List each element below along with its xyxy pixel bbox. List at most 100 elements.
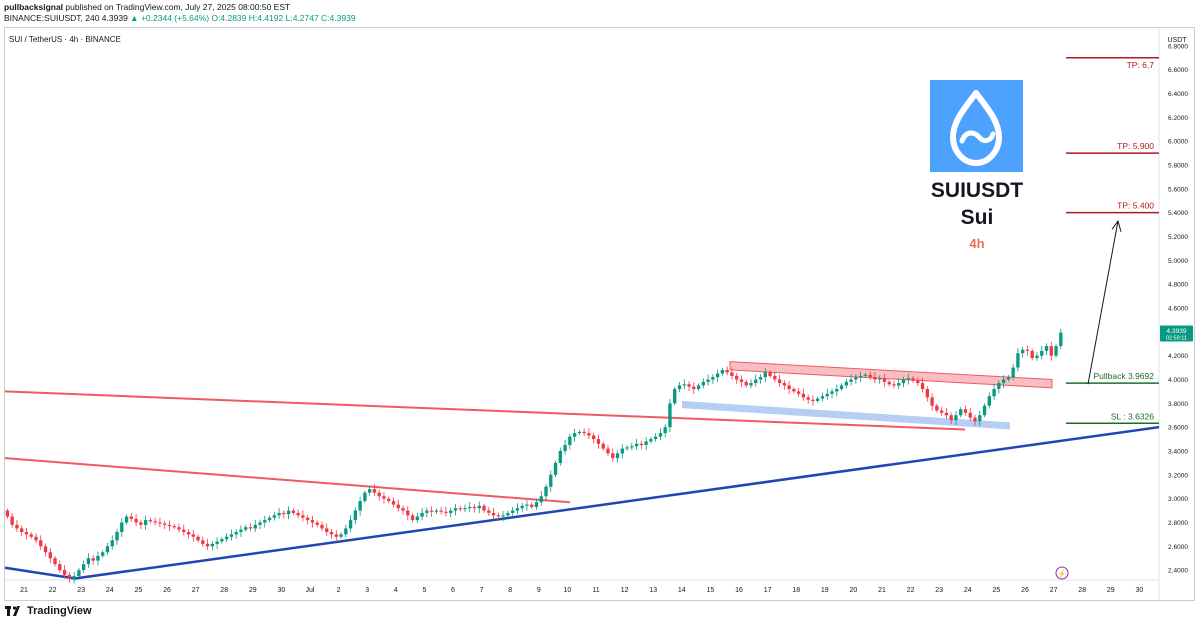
candle-body [296, 512, 300, 516]
candle-body [572, 433, 577, 437]
candle-body [415, 516, 419, 521]
projection-arrowhead [1111, 219, 1122, 232]
x-tick-label: 21 [878, 587, 886, 594]
candle-body [992, 389, 996, 397]
candle-body [329, 532, 334, 535]
candle-body [387, 498, 391, 502]
x-tick-label: 22 [49, 587, 57, 594]
candle-body [768, 372, 772, 376]
lightning-icon[interactable] [1055, 566, 1069, 580]
candle-body [882, 378, 887, 382]
candle-body [367, 489, 372, 493]
x-tick-label: 14 [678, 587, 686, 594]
candle-body [878, 378, 882, 380]
tradingview-icon [5, 606, 20, 616]
candle-body [987, 396, 991, 406]
published-text: published on TradingView.com, July 27, 2… [65, 2, 291, 12]
candle-body [1035, 355, 1039, 359]
candle-body [568, 436, 572, 446]
symbol-line: BINANCE:SUIUSDT, 240 [4, 13, 100, 23]
candle-body [43, 546, 48, 553]
candle-body [496, 515, 501, 517]
candle-body [906, 378, 910, 380]
candle-body [625, 447, 629, 449]
candle-body [611, 453, 615, 459]
candle-body [186, 532, 191, 535]
candle-body [248, 527, 253, 529]
tp1-label: TP: 6.7 [1127, 60, 1155, 70]
candle-body [468, 506, 472, 509]
y-tick-label: 3.6000 [1168, 425, 1188, 432]
y-tick-label: 6.4000 [1168, 91, 1188, 98]
candle-body [239, 529, 243, 532]
candle-body [801, 393, 806, 398]
candle-body [177, 527, 181, 530]
candle-body [215, 541, 219, 544]
tp2-label: TP: 5.900 [1117, 141, 1154, 151]
candle-body [830, 391, 834, 394]
candle-body [320, 524, 324, 529]
x-tick-label: 23 [935, 587, 943, 594]
candle-body [749, 383, 753, 386]
candle-body [325, 528, 329, 532]
candle-body [124, 516, 129, 523]
candle-body [811, 399, 815, 401]
candle-body [510, 510, 515, 513]
x-tick-label: 22 [907, 587, 915, 594]
candle-body [391, 501, 396, 505]
candle-body [816, 398, 820, 401]
x-tick-label: 8 [508, 587, 512, 594]
candle-body [410, 515, 415, 521]
candle-body [530, 504, 534, 507]
y-tick-label: 3.4000 [1168, 448, 1188, 455]
x-tick-label: 16 [735, 587, 743, 594]
candle-body [754, 379, 758, 384]
sui-wave-icon [959, 130, 996, 144]
candle-body [272, 515, 276, 518]
candle-body [253, 524, 257, 529]
candle-body [205, 543, 210, 547]
candle-body [701, 381, 705, 386]
candle-body [449, 510, 453, 513]
candle-body [453, 508, 458, 511]
candle-body [630, 446, 634, 448]
candle-body [153, 521, 157, 523]
candle-body [835, 389, 839, 392]
candle-body [1040, 350, 1044, 356]
author-name[interactable]: pullbacksignal [4, 2, 64, 12]
x-tick-label: 25 [993, 587, 1001, 594]
candle-body [291, 510, 296, 513]
candle-body [1044, 346, 1049, 351]
candle-body [1021, 349, 1025, 354]
candle-body [525, 504, 529, 506]
candle-body [963, 409, 968, 413]
candle-body [544, 486, 548, 497]
candle-body [277, 512, 281, 516]
candle-body [129, 516, 133, 519]
candle-body [34, 536, 38, 541]
y-tick-label: 4.0000 [1168, 377, 1188, 384]
x-tick-label: 28 [1078, 587, 1086, 594]
candle-body [139, 522, 143, 525]
candle-body [29, 534, 33, 537]
candle-body [53, 558, 57, 565]
candle-body [358, 501, 362, 511]
last-price-tag [1160, 325, 1193, 342]
y-tick-label: 6.2000 [1168, 115, 1188, 122]
candle-body [77, 570, 81, 577]
candle-body [863, 374, 868, 376]
candle-body [1030, 350, 1034, 359]
card-timeframe: 4h [969, 236, 984, 251]
candle-body [224, 536, 229, 540]
ohlc-values: O:4.2839 H:4.4192 L:4.2747 C:4.3939 [211, 13, 356, 23]
projection-arrow [1087, 220, 1119, 385]
candle-body [348, 520, 353, 529]
price-chart[interactable]: USDT 2.4000 2.6000 2.8000 3.0000 3.2000 3.4000… [0, 0, 1200, 601]
tp3-label: TP: 5.400 [1117, 201, 1154, 211]
candle-body [267, 517, 272, 521]
candle-body [501, 515, 505, 517]
tradingview-logo[interactable]: TradingView [5, 605, 92, 617]
resistance-channel [729, 361, 1053, 389]
candle-body [115, 532, 119, 541]
candle-body [663, 427, 667, 434]
